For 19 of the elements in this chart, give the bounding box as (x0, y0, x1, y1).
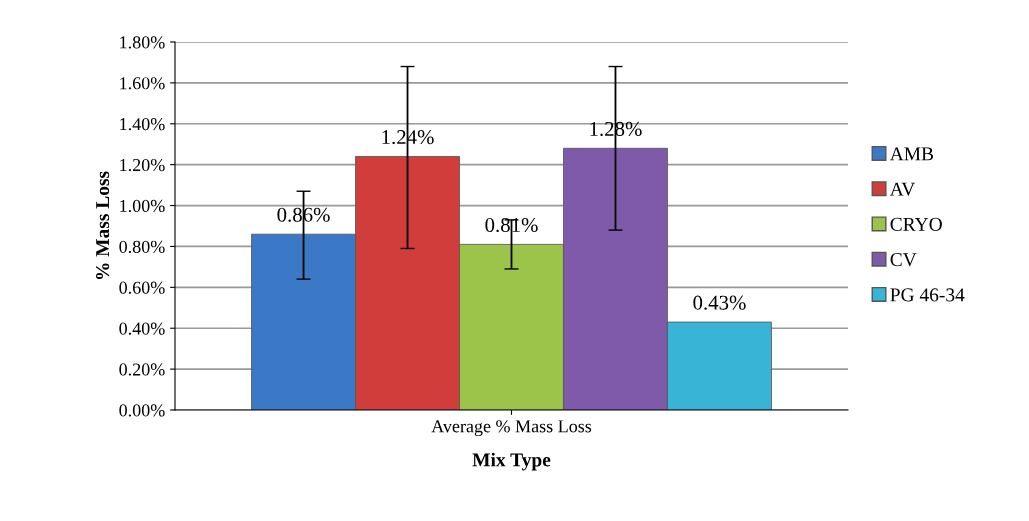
y-tick-label: 1.60% (120, 77, 165, 90)
y-tick-label: 1.80% (120, 36, 165, 49)
y-axis-title: % Mass Loss (96, 171, 110, 280)
legend-label: AV (889, 182, 916, 196)
x-axis-title: Mix Type (472, 452, 551, 471)
legend-label: CV (890, 253, 917, 267)
y-tick-label: 0.00% (119, 404, 165, 417)
data-label: 0.43% (693, 295, 746, 310)
y-tick-label: 1.00% (120, 199, 165, 213)
y-tick-label: 0.60% (119, 281, 165, 294)
legend-label: CRYO (890, 217, 942, 231)
y-tick-label: 0.80% (119, 240, 165, 253)
x-tick-label: Average % Mass Loss (431, 420, 592, 437)
y-tick-label: 1.20% (120, 158, 165, 172)
y-tick-label: 0.40% (119, 322, 165, 335)
y-tick-label: 1.40% (120, 118, 165, 131)
legend-label: AMB (889, 147, 934, 161)
legend-label: PG 46-34 (890, 288, 965, 302)
y-tick-label: 0.20% (119, 363, 165, 376)
